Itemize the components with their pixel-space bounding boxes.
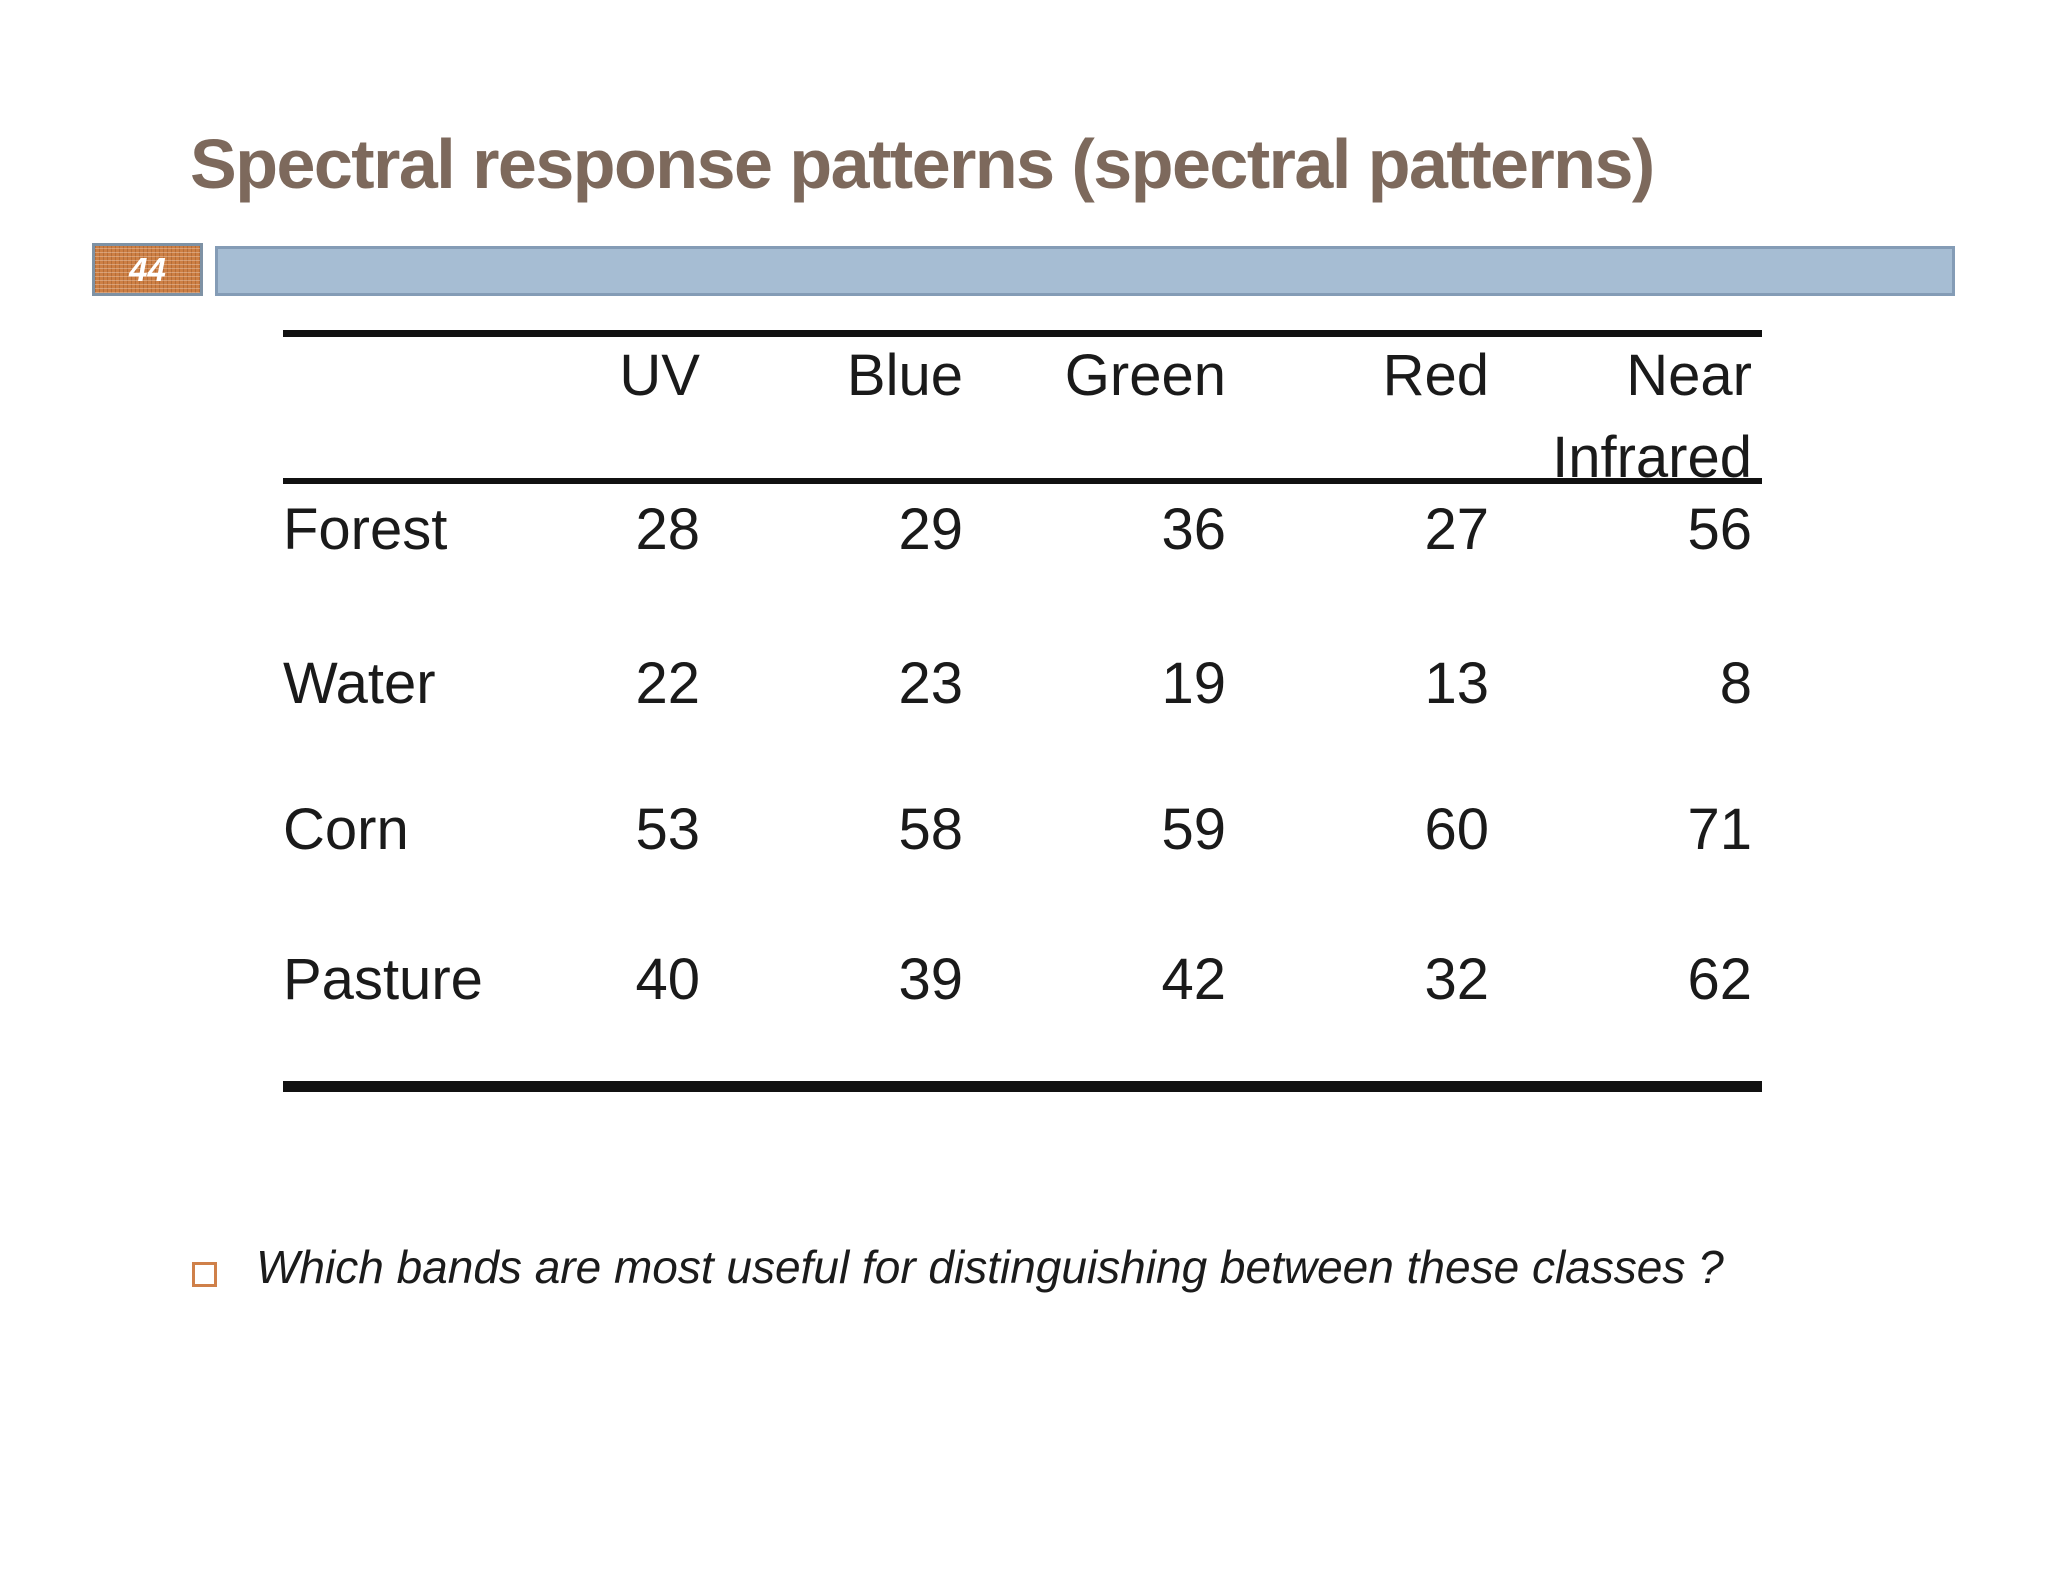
table-cell: 8 — [1719, 651, 1752, 716]
table-cell: 59 — [1161, 797, 1226, 862]
table-cell: 23 — [898, 651, 963, 716]
table-header-red: Red — [1382, 343, 1489, 408]
table-cell: 39 — [898, 947, 963, 1012]
table-header-green: Green — [1064, 343, 1226, 408]
question-text: Which bands are most useful for distingu… — [256, 1241, 1724, 1293]
slide-number: 44 — [129, 251, 166, 288]
table-header-row: UV Blue Green Red Near — [283, 347, 1762, 405]
table-cell: 62 — [1687, 947, 1752, 1012]
table-row: Corn 53 58 59 60 71 — [283, 801, 1762, 859]
table-row: Pasture 40 39 42 32 62 — [283, 951, 1762, 1009]
row-label: Water — [283, 651, 436, 716]
table-cell: 19 — [1161, 651, 1226, 716]
table-cell: 32 — [1424, 947, 1489, 1012]
table-header-rule — [283, 478, 1762, 484]
table-cell: 58 — [898, 797, 963, 862]
table-header-near: Near — [1626, 343, 1752, 408]
table-header-blue: Blue — [846, 343, 963, 408]
row-label: Pasture — [283, 947, 483, 1012]
table-cell: 71 — [1687, 797, 1752, 862]
row-label: Corn — [283, 797, 409, 862]
slide-number-badge: 44 — [92, 243, 203, 296]
table-cell: 27 — [1424, 497, 1489, 562]
table-header-empty — [283, 347, 437, 405]
slide-title: Spectral response patterns (spectral pat… — [190, 125, 1655, 203]
table-cell: 56 — [1687, 497, 1752, 562]
table-cell: 22 — [635, 651, 700, 716]
bullet-square-icon — [192, 1262, 217, 1287]
table-cell: 29 — [898, 497, 963, 562]
table-bottom-rule — [283, 1081, 1762, 1092]
table-cell: 36 — [1161, 497, 1226, 562]
table-row: Forest 28 29 36 27 56 — [283, 501, 1762, 559]
table-header-infrared: Infrared — [1552, 425, 1752, 490]
table-row: Water 22 23 19 13 8 — [283, 655, 1762, 713]
table-cell: 42 — [1161, 947, 1226, 1012]
table-header-row-line2: Infrared — [283, 429, 1762, 487]
table-header-uv: UV — [619, 343, 700, 408]
table-cell: 28 — [635, 497, 700, 562]
table-cell: 53 — [635, 797, 700, 862]
table-top-rule — [283, 330, 1762, 337]
header-accent-bar — [215, 246, 1955, 296]
table-cell: 40 — [635, 947, 700, 1012]
table-cell: 60 — [1424, 797, 1489, 862]
row-label: Forest — [283, 497, 448, 562]
table-cell: 13 — [1424, 651, 1489, 716]
